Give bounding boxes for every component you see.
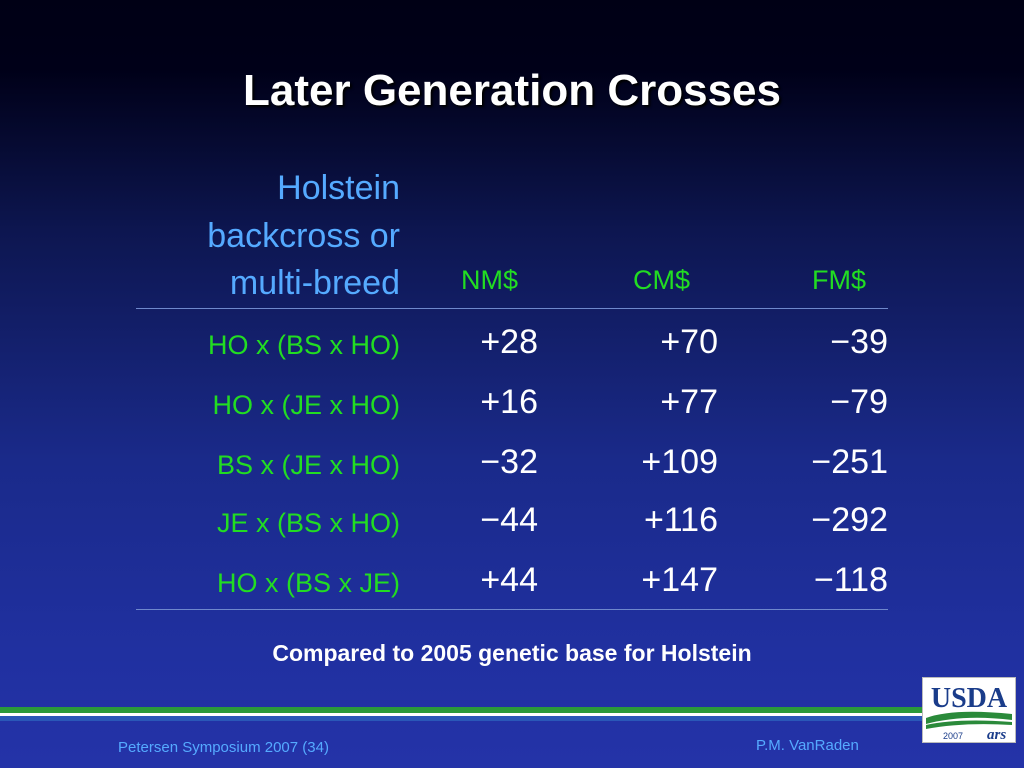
value-cm: +116 <box>643 501 718 539</box>
column-header-fm: FM$ <box>812 265 866 295</box>
value-nm: +28 <box>480 323 538 361</box>
table-top-rule <box>136 308 888 309</box>
row-header-line-1: Holstein <box>277 169 400 207</box>
value-cm: +147 <box>641 561 718 599</box>
footnote: Compared to 2005 genetic base for Holste… <box>272 640 752 666</box>
row-label: BS x (JE x HO) <box>216 450 400 480</box>
footer-right: P.M. VanRaden <box>756 737 859 754</box>
logo-swoosh-green-2 <box>926 720 1012 729</box>
row-label: HO x (BS x JE) <box>216 568 400 598</box>
value-nm: −32 <box>480 443 538 481</box>
row-label: HO x (JE x HO) <box>212 390 401 420</box>
logo-swoosh-green <box>926 711 1012 724</box>
value-nm: +44 <box>480 561 538 599</box>
value-cm: +109 <box>641 443 718 481</box>
green-stripe <box>0 707 922 713</box>
value-cm: +77 <box>660 383 718 421</box>
row-header-line-2: backcross or <box>207 217 400 255</box>
logo-ars-mark: ars <box>987 727 1006 742</box>
logo-year: 2007 <box>943 731 963 741</box>
white-stripe <box>0 713 922 716</box>
usda-logo-graphic: USDA 2007 ars <box>926 683 1012 743</box>
value-fm: −292 <box>811 501 888 539</box>
footer-left: Petersen Symposium 2007 (34) <box>118 739 329 756</box>
row-label: HO x (BS x HO) <box>207 330 400 360</box>
value-cm: +70 <box>660 323 718 361</box>
usda-logo: USDA 2007 ars <box>922 677 1016 743</box>
value-fm: −251 <box>811 443 888 481</box>
blue-stripe <box>0 716 922 721</box>
value-fm: −118 <box>813 561 888 599</box>
logo-usda-text: USDA <box>931 683 1008 714</box>
value-nm: −44 <box>480 501 538 539</box>
column-header-cm: CM$ <box>633 265 691 295</box>
value-nm: +16 <box>480 383 538 421</box>
value-fm: −79 <box>830 383 888 421</box>
row-header-line-3: multi-breed <box>229 264 400 302</box>
column-header-nm: NM$ <box>461 265 519 295</box>
slide-title: Later Generation Crosses <box>243 66 781 115</box>
value-fm: −39 <box>830 323 888 361</box>
row-label: JE x (BS x HO) <box>216 508 400 538</box>
table-bottom-rule <box>136 609 888 610</box>
